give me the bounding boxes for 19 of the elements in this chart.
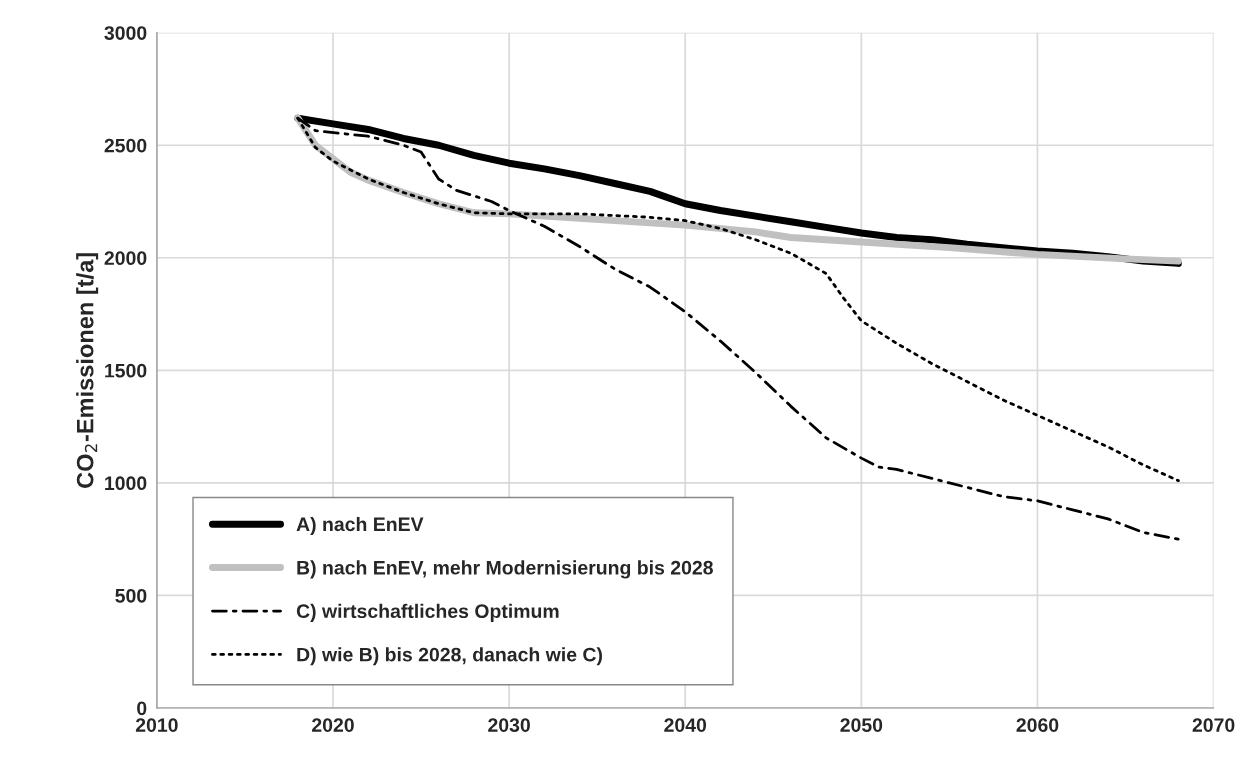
x-tick-label: 2040 [664,718,707,732]
y-tick-label: 1000 [105,476,147,491]
x-tick-label: 2020 [312,718,354,732]
x-tick-label: 2030 [488,718,530,733]
legend-label: D) wie B) bis 2028, danach wie C) [297,647,602,666]
y-tick-label: 3000 [104,26,147,40]
y-tick-label: 1500 [105,363,147,378]
legend-label: A) nach EnEV [296,516,424,536]
y-tick-label: 500 [115,588,147,603]
y-tick-label: 2500 [104,138,147,153]
x-tick-label: 2060 [1016,718,1059,732]
legend-label: C) wirtschaftliches Optimum [296,603,559,622]
x-tick-label: 2050 [840,718,883,732]
x-tick-label: 2010 [135,718,178,732]
y-axis-title: CO$_{2}$-Emissionen [t/a] [76,253,99,488]
y-tick-label: 2000 [104,251,147,266]
legend-label: B) nach EnEV, mehr Modernisierung bis 2028 [297,560,713,579]
x-tick-label: 2070 [1192,718,1235,732]
y-tick-label: 0 [137,701,147,716]
